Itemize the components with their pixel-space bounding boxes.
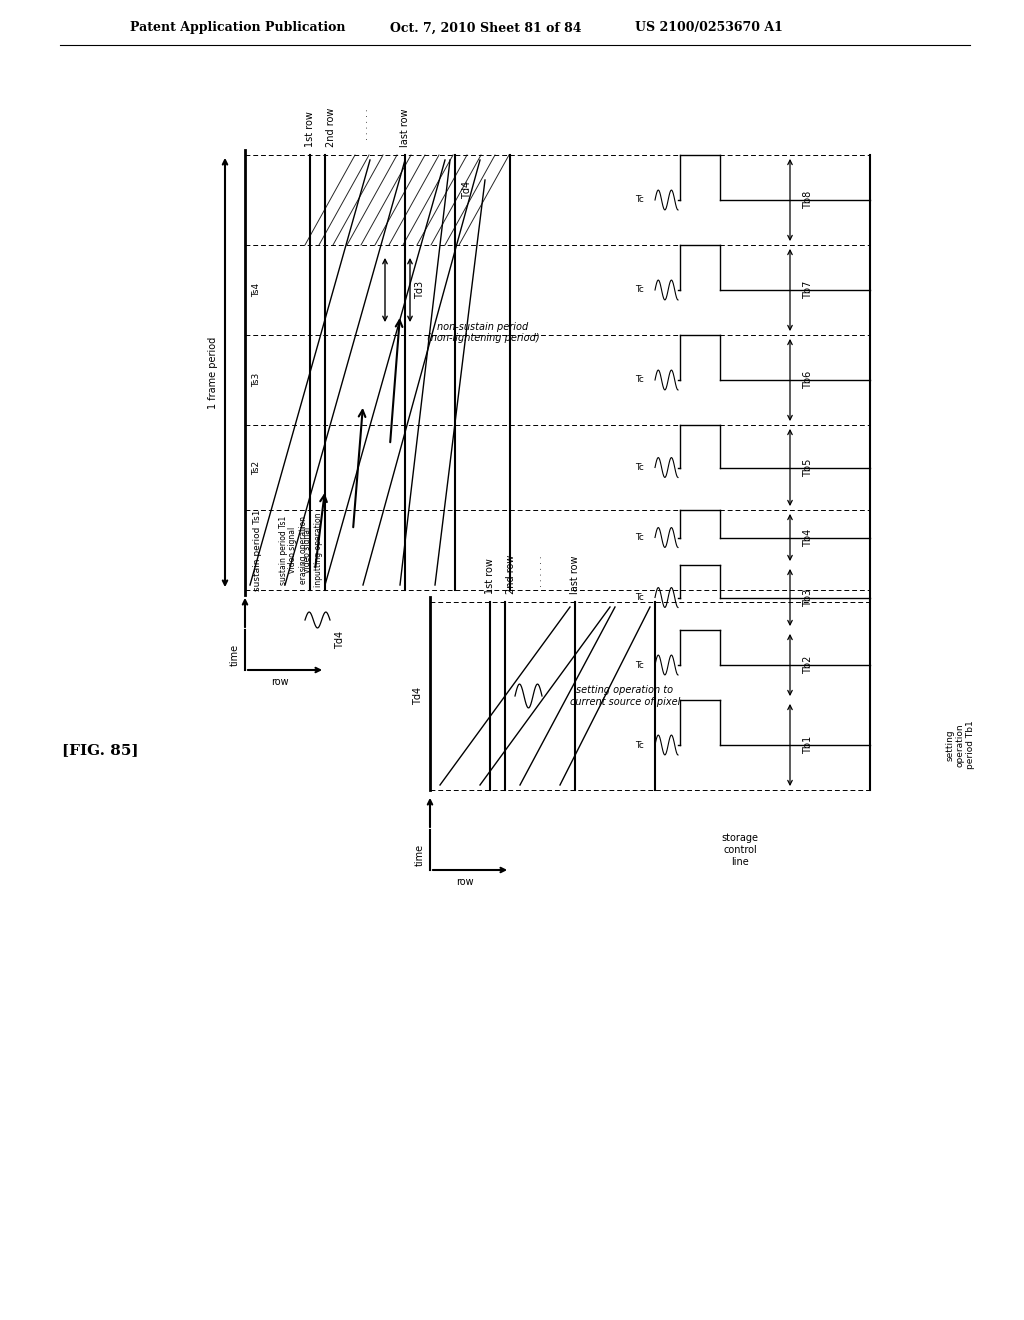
- Text: setting
operation
period Tb1: setting operation period Tb1: [945, 721, 975, 770]
- Text: sustain period Ts1: sustain period Ts1: [253, 510, 261, 591]
- Text: video signal
inputting operation: video signal inputting operation: [303, 512, 323, 587]
- Text: Tc: Tc: [636, 375, 644, 384]
- Text: Oct. 7, 2010: Oct. 7, 2010: [390, 21, 475, 34]
- Text: row: row: [271, 677, 289, 686]
- Text: Td4: Td4: [462, 181, 472, 199]
- Text: Tc: Tc: [636, 660, 644, 669]
- Text: non-sustain period
(non-lightening period): non-sustain period (non-lightening perio…: [427, 322, 540, 343]
- Text: Tb5: Tb5: [803, 458, 813, 477]
- Text: [FIG. 85]: [FIG. 85]: [61, 743, 138, 756]
- Text: row: row: [456, 876, 474, 887]
- Text: storage
control
line: storage control line: [722, 833, 759, 867]
- Text: US 2100/0253670 A1: US 2100/0253670 A1: [635, 21, 783, 34]
- Text: Tb3: Tb3: [803, 589, 813, 607]
- Text: Tb4: Tb4: [803, 528, 813, 546]
- Text: Td4: Td4: [335, 631, 345, 649]
- Text: Tb2: Tb2: [803, 656, 813, 675]
- Text: Patent Application Publication: Patent Application Publication: [130, 21, 345, 34]
- Text: last row: last row: [570, 556, 580, 594]
- Text: Tc: Tc: [636, 463, 644, 473]
- Text: Tc: Tc: [636, 741, 644, 750]
- Text: Tc: Tc: [636, 195, 644, 205]
- Text: last row: last row: [400, 108, 410, 147]
- Text: Ts3: Ts3: [253, 372, 261, 387]
- Text: Ts4: Ts4: [253, 282, 261, 297]
- Text: . . . . . .: . . . . . .: [360, 108, 370, 140]
- Text: Tb6: Tb6: [803, 371, 813, 389]
- Text: 2nd row: 2nd row: [506, 554, 516, 594]
- Text: Td3: Td3: [415, 281, 425, 300]
- Text: video signal
erasing operation: video signal erasing operation: [289, 516, 307, 583]
- Text: 1 frame period: 1 frame period: [208, 337, 218, 409]
- Text: Tc: Tc: [636, 285, 644, 294]
- Text: Sheet 81 of 84: Sheet 81 of 84: [480, 21, 582, 34]
- Text: 2nd row: 2nd row: [326, 108, 336, 147]
- Text: Tb8: Tb8: [803, 191, 813, 209]
- Text: Tc: Tc: [636, 533, 644, 543]
- Text: 1st row: 1st row: [305, 111, 315, 147]
- Text: time: time: [230, 644, 240, 667]
- Text: sustain period Ts1: sustain period Ts1: [279, 515, 288, 585]
- Text: time: time: [415, 843, 425, 866]
- Text: setting operation to
current source of pixel: setting operation to current source of p…: [569, 685, 680, 706]
- Text: Ts2: Ts2: [253, 461, 261, 475]
- Text: Tb7: Tb7: [803, 281, 813, 300]
- Text: Tb1: Tb1: [803, 735, 813, 754]
- Text: . . . . . .: . . . . . .: [536, 556, 545, 587]
- Text: 1st row: 1st row: [485, 558, 495, 594]
- Text: Td4: Td4: [413, 686, 423, 705]
- Text: Tc: Tc: [636, 593, 644, 602]
